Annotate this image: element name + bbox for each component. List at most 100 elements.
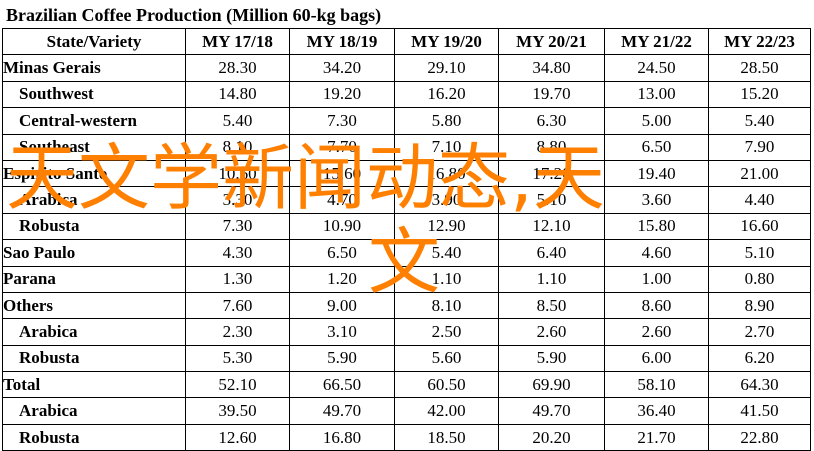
table-cell: 8.10 — [394, 291, 499, 320]
table-cell: 21.00 — [708, 159, 811, 188]
table-cell: 15.60 — [289, 159, 395, 188]
table-cell: 6.40 — [498, 239, 605, 267]
table-cell: 8.60 — [604, 291, 709, 320]
table-cell: 20.20 — [498, 423, 605, 451]
table-cell: 49.70 — [289, 397, 395, 425]
table-cell: 5.90 — [289, 344, 395, 373]
table-row: Robusta 12.60 16.80 18.50 20.20 21.70 22.80 — [2, 423, 811, 451]
table-cell: 18.50 — [394, 423, 499, 451]
table-cell: 5.40 — [394, 239, 499, 267]
table-row: Minas Gerais 28.30 34.20 29.10 34.80 24.50 28.… — [2, 54, 811, 82]
table-cell: 15.20 — [708, 80, 811, 109]
table-cell: 5.10 — [708, 239, 811, 267]
table-cell: 4.70 — [289, 186, 395, 214]
row-label: Total — [2, 371, 186, 399]
table-row: Parana 1.30 1.20 1.10 1.10 1.00 0.80 — [2, 265, 811, 293]
table-cell: 66.50 — [289, 371, 395, 399]
table-cell: 34.20 — [289, 54, 395, 82]
table-cell: 52.10 — [185, 371, 290, 399]
table-cell: 16.20 — [394, 80, 499, 109]
row-label: Sao Paulo — [2, 239, 186, 267]
table-cell: 24.50 — [604, 54, 709, 82]
table-row: Arabica 39.50 49.70 42.00 49.70 36.40 41.50 — [2, 397, 811, 425]
table-row: Southwest 14.80 19.20 16.20 19.70 13.00 15.20 — [2, 80, 811, 109]
table-cell: 29.10 — [394, 54, 499, 82]
row-label: Minas Gerais — [2, 54, 186, 82]
table-cell: 4.40 — [708, 186, 811, 214]
table-cell: 1.10 — [394, 265, 499, 293]
table-cell: 16.60 — [708, 212, 811, 241]
table-row: Central-western 5.40 7.30 5.80 6.30 5.00 5.40 — [2, 107, 811, 135]
table-row: Espirito Santo 10.60 15.60 16.80 17.20 19.40 2… — [2, 159, 811, 188]
row-label: Arabica — [2, 318, 186, 346]
table-cell: 7.70 — [289, 133, 395, 161]
row-label: Others — [2, 291, 186, 320]
table-cell: 2.70 — [708, 318, 811, 346]
table-cell: 13.00 — [604, 80, 709, 109]
table-cell: 1.30 — [185, 265, 290, 293]
table-cell: 3.30 — [185, 186, 290, 214]
table-cell: 7.10 — [394, 133, 499, 161]
row-label: Parana — [2, 265, 186, 293]
table-header-row: State/Variety MY 17/18 MY 18/19 MY 19/20… — [2, 27, 811, 56]
table-cell: 5.40 — [185, 107, 290, 135]
table-cell: 39.50 — [185, 397, 290, 425]
table-cell: 2.30 — [185, 318, 290, 346]
table-cell: 3.90 — [394, 186, 499, 214]
table-cell: 5.60 — [394, 344, 499, 373]
table-cell: 5.10 — [498, 186, 605, 214]
table-title: Brazilian Coffee Production (Million 60-… — [6, 5, 382, 25]
table-row: Southeast 8.10 7.70 7.10 8.80 6.50 7.90 — [2, 133, 811, 161]
table-cell: 8.10 — [185, 133, 290, 161]
table-row: Arabica 2.30 3.10 2.50 2.60 2.60 2.70 — [2, 318, 811, 346]
table-cell: 1.10 — [498, 265, 605, 293]
table-cell: 10.90 — [289, 212, 395, 241]
table-cell: 0.80 — [708, 265, 811, 293]
column-header: MY 18/19 — [289, 27, 395, 56]
table-cell: 3.60 — [604, 186, 709, 214]
table-cell: 60.50 — [394, 371, 499, 399]
row-label: Arabica — [2, 397, 186, 425]
table-cell: 3.10 — [289, 318, 395, 346]
table-row: Sao Paulo 4.30 6.50 5.40 6.40 4.60 5.10 — [2, 239, 811, 267]
table-cell: 16.80 — [394, 159, 499, 188]
table-cell: 2.60 — [604, 318, 709, 346]
table-cell: 17.20 — [498, 159, 605, 188]
table-cell: 7.30 — [185, 212, 290, 241]
table-cell: 42.00 — [394, 397, 499, 425]
table-cell: 19.40 — [604, 159, 709, 188]
table-cell: 28.30 — [185, 54, 290, 82]
table-cell: 2.50 — [394, 318, 499, 346]
table-cell: 8.50 — [498, 291, 605, 320]
table-cell: 1.20 — [289, 265, 395, 293]
table-cell: 12.60 — [185, 423, 290, 451]
table-cell: 22.80 — [708, 423, 811, 451]
row-label: Southwest — [2, 80, 186, 109]
table-cell: 4.30 — [185, 239, 290, 267]
table-row: Robusta 5.30 5.90 5.60 5.90 6.00 6.20 — [2, 344, 811, 373]
column-header: MY 21/22 — [604, 27, 709, 56]
table-cell: 7.90 — [708, 133, 811, 161]
table-cell: 19.20 — [289, 80, 395, 109]
table-cell: 69.90 — [498, 371, 605, 399]
row-label: Southeast — [2, 133, 186, 161]
table-cell: 6.30 — [498, 107, 605, 135]
table-cell: 64.30 — [708, 371, 811, 399]
row-label: Robusta — [2, 212, 186, 241]
table-cell: 16.80 — [289, 423, 395, 451]
row-label: Espirito Santo — [2, 159, 186, 188]
table-cell: 9.00 — [289, 291, 395, 320]
table-row: Total 52.10 66.50 60.50 69.90 58.10 64.30 — [2, 371, 811, 399]
table-cell: 1.00 — [604, 265, 709, 293]
table-row: Robusta 7.30 10.90 12.90 12.10 15.80 16.60 — [2, 212, 811, 241]
row-label: Robusta — [2, 344, 186, 373]
table-cell: 36.40 — [604, 397, 709, 425]
table-body: Minas Gerais 28.30 34.20 29.10 34.80 24.50 28.… — [2, 54, 811, 451]
row-label: Robusta — [2, 423, 186, 451]
table-cell: 19.70 — [498, 80, 605, 109]
table-cell: 5.00 — [604, 107, 709, 135]
table-cell: 14.80 — [185, 80, 290, 109]
table-cell: 4.60 — [604, 239, 709, 267]
table-cell: 8.90 — [708, 291, 811, 320]
table-cell: 28.50 — [708, 54, 811, 82]
